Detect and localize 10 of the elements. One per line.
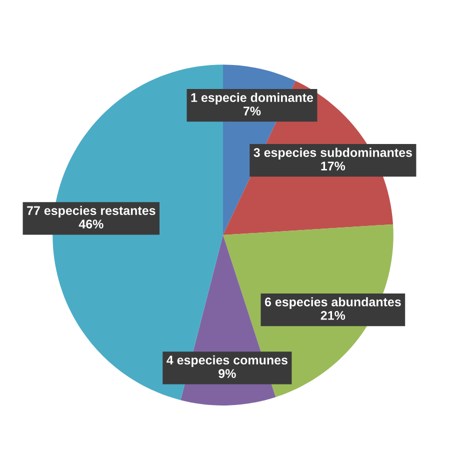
data-label: 21% <box>320 310 346 320</box>
slice-label: 3 especies subdominantes <box>254 148 412 160</box>
data-label: 46% <box>78 220 104 228</box>
slice-label: 4 especies comunes <box>166 355 288 367</box>
data-label: 9% <box>218 369 236 378</box>
data-label: 17% <box>321 162 346 170</box>
slice-label: 1 especie dominante <box>191 92 314 104</box>
slice-label: 77 especies restantes <box>27 206 156 218</box>
slice-label: 6 especies abundantes <box>264 297 401 309</box>
data-label: 7% <box>244 106 261 116</box>
